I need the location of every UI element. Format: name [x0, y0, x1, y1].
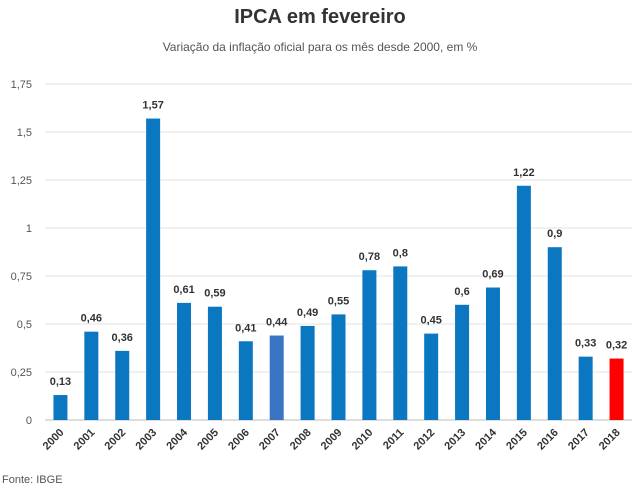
- y-tick-label: 1,75: [11, 79, 32, 91]
- x-tick-label-2015: 2015: [504, 427, 530, 453]
- data-label-2005: 0,59: [204, 288, 225, 300]
- bar-2006: [238, 341, 253, 420]
- x-tick-label-2012: 2012: [412, 427, 438, 453]
- bar-2012: [424, 333, 439, 420]
- x-tick-label-2000: 2000: [41, 427, 67, 453]
- x-tick-label-2002: 2002: [103, 427, 129, 453]
- data-label-2006: 0,41: [235, 322, 256, 334]
- bar-2007: [269, 335, 284, 420]
- x-tick-label-2003: 2003: [133, 427, 159, 453]
- bar-2017: [578, 356, 593, 420]
- bar-2003: [146, 118, 161, 420]
- data-label-2010: 0,78: [359, 251, 380, 263]
- y-tick-label: 1: [26, 223, 32, 235]
- chart-subtitle: Variação da inflação oficial para os mês…: [162, 40, 478, 54]
- bar-2001: [84, 331, 99, 420]
- data-label-2008: 0,49: [297, 307, 318, 319]
- data-label-2013: 0,6: [454, 286, 469, 298]
- data-label-2018: 0,32: [606, 340, 627, 352]
- bar-2005: [207, 306, 222, 420]
- x-tick-label-2009: 2009: [319, 427, 345, 453]
- bars: [53, 118, 624, 420]
- data-label-2015: 1,22: [513, 167, 534, 179]
- x-tick-label-2013: 2013: [442, 427, 468, 453]
- bar-2018: [609, 358, 624, 420]
- x-tick-label-2018: 2018: [597, 427, 623, 453]
- x-tick-label-2017: 2017: [566, 427, 592, 453]
- bar-2009: [331, 314, 346, 420]
- data-labels: 0,13 0,46 0,36 1,57 0,61 0,59 0,41 0,44 0,49 0,55…: [50, 100, 628, 388]
- x-axis-ticks: 2000 2001 2002 2003 2004 2005 2006 2007 2008 2009…: [41, 426, 623, 452]
- bar-2016: [547, 247, 562, 420]
- y-tick-label: 1,25: [11, 175, 32, 187]
- data-label-2011: 0,8: [393, 247, 408, 259]
- y-tick-label: 0,25: [11, 367, 32, 379]
- x-tick-label-2008: 2008: [288, 427, 314, 453]
- x-tick-label-2007: 2007: [257, 427, 283, 453]
- y-tick-label: 1,5: [17, 127, 32, 139]
- data-label-2016: 0,9: [547, 228, 562, 240]
- data-label-2001: 0,46: [81, 313, 102, 325]
- data-label-2017: 0,33: [575, 338, 596, 350]
- y-tick-label: 0,5: [17, 319, 32, 331]
- data-label-2003: 1,57: [142, 100, 163, 112]
- y-tick-label: 0: [26, 415, 32, 427]
- x-tick-label-2010: 2010: [350, 427, 376, 453]
- x-tick-label-2011: 2011: [381, 427, 406, 452]
- x-tick-label-2006: 2006: [226, 427, 252, 453]
- bar-2013: [455, 304, 470, 420]
- y-tick-label: 0,75: [11, 271, 32, 283]
- x-tick-label-2016: 2016: [535, 427, 561, 453]
- x-tick-label-2004: 2004: [164, 426, 190, 452]
- bar-2011: [393, 266, 408, 420]
- data-label-2014: 0,69: [482, 269, 503, 281]
- source-note: Fonte: IBGE: [2, 474, 63, 486]
- x-tick-label-2001: 2001: [72, 427, 98, 453]
- data-label-2007: 0,44: [266, 317, 288, 329]
- bar-2000: [53, 395, 68, 420]
- data-label-2012: 0,45: [420, 315, 441, 327]
- data-label-2002: 0,36: [112, 332, 133, 344]
- bar-2014: [485, 287, 500, 420]
- bar-2008: [300, 325, 315, 420]
- x-tick-label-2014: 2014: [473, 426, 499, 452]
- gridlines: [45, 83, 632, 421]
- data-label-2009: 0,55: [328, 295, 349, 307]
- bar-2004: [177, 302, 192, 420]
- data-label-2004: 0,61: [173, 284, 194, 296]
- bar-2002: [115, 350, 130, 420]
- data-label-2000: 0,13: [50, 376, 71, 388]
- bar-2010: [362, 270, 377, 420]
- bar-2015: [516, 185, 531, 420]
- chart-title: IPCA em fevereiro: [234, 6, 406, 28]
- y-axis-ticks: 0 0,25 0,5 0,75 1 1,25 1,5 1,75: [11, 79, 32, 427]
- x-tick-label-2005: 2005: [195, 427, 221, 453]
